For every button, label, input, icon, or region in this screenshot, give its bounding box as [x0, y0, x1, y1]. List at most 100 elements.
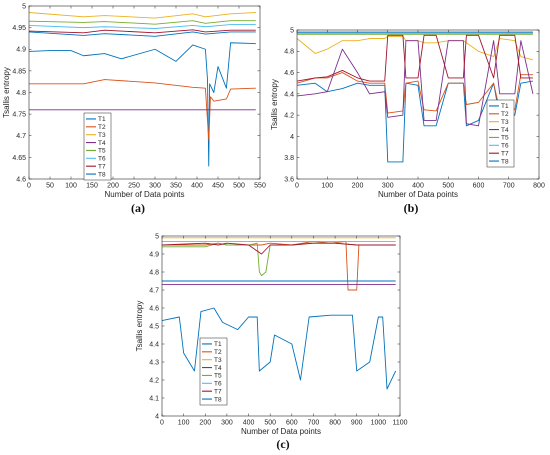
x-tick-label: 350	[170, 183, 182, 190]
series-line-t3	[297, 35, 534, 61]
series-line-t5	[29, 20, 256, 25]
y-tick-label: 4.9	[16, 47, 26, 54]
y-axis-label: Tsallis entropy	[135, 301, 144, 352]
series-line-t2	[297, 72, 533, 114]
y-tick-label: 4.5	[149, 323, 159, 330]
legend-box	[486, 99, 515, 168]
x-tick-label: 400	[191, 183, 203, 190]
legend-entry-t5: T5	[501, 135, 509, 142]
y-tick-label: 4.3	[149, 359, 159, 366]
legend-entry-t5: T5	[98, 148, 106, 155]
panel-c: 0 100 200 300 400 500 600 700 800 900 1000 1100 4 4.1…	[135, 233, 408, 451]
y-tick-label: 4.8	[149, 269, 159, 276]
y-tick-label: 4.6	[16, 176, 26, 183]
x-axis-label: Number of Data points	[241, 427, 321, 436]
x-tick-label: 600	[473, 183, 485, 190]
x-tick-label: 300	[149, 183, 161, 190]
y-axis-label: Tsallis entropy	[2, 67, 11, 118]
series-line-t4	[297, 40, 534, 127]
legend-entry-t7: T7	[214, 388, 222, 395]
y-tick-label: 3.8	[284, 155, 294, 162]
series-line-t6	[29, 24, 256, 29]
legend-entry-t1: T1	[98, 116, 106, 123]
x-tick-label: 0	[27, 183, 31, 190]
y-tick-label: 3.6	[284, 176, 294, 183]
series-line-t1	[29, 42, 256, 167]
x-tick-label: 50	[46, 183, 54, 190]
x-tick-label: 700	[308, 420, 320, 427]
x-tick-label: 1100	[392, 420, 407, 427]
legend-entry-t5: T5	[214, 373, 222, 380]
y-tick-label: 4.65	[12, 155, 26, 162]
x-tick-label: 500	[264, 420, 276, 427]
y-tick-label: 4.95	[12, 25, 26, 32]
series-group	[162, 237, 397, 390]
x-tick-label: 0	[160, 420, 164, 427]
y-tick-label: 4.7	[16, 133, 26, 140]
x-tick-label: 150	[86, 183, 98, 190]
x-tick-label: 100	[65, 183, 77, 190]
y-tick-label: 4.2	[149, 377, 159, 384]
legend-entry-t3: T3	[214, 357, 222, 364]
series-line-t2	[29, 79, 256, 141]
x-tick-label: 700	[503, 183, 515, 190]
x-tick-label: 200	[352, 183, 364, 190]
x-tick-label: 600	[286, 420, 298, 427]
x-tick-label: 200	[107, 183, 119, 190]
legend-entry-t8: T8	[501, 158, 509, 165]
legend-box	[83, 112, 112, 181]
x-tick-label: 450	[212, 183, 224, 190]
legend-entry-t7: T7	[501, 150, 509, 157]
y-tick-label: 4.6	[149, 305, 159, 312]
y-tick-label: 5	[290, 27, 294, 34]
x-tick-label: 800	[533, 183, 545, 190]
legend-entry-t2: T2	[501, 111, 509, 118]
legend-entry-t2: T2	[98, 124, 106, 131]
legend-entry-t3: T3	[501, 119, 509, 126]
x-tick-label: 300	[382, 183, 394, 190]
legend-entry-t4: T4	[214, 365, 222, 372]
y-tick-label: 5	[22, 3, 26, 10]
y-tick-label: 4.8	[16, 90, 26, 97]
legend-entry-t1: T1	[214, 341, 222, 348]
y-tick-label: 4	[155, 413, 159, 420]
x-tick-label: 500	[233, 183, 245, 190]
series-line-t7	[297, 34, 533, 82]
y-tick-label: 4.75	[12, 112, 26, 119]
y-tick-label: 4.7	[149, 287, 159, 294]
x-tick-label: 100	[321, 183, 333, 190]
x-tick-label: 100	[178, 420, 190, 427]
x-tick-label: 0	[295, 183, 299, 190]
x-tick-label: 400	[412, 183, 424, 190]
x-tick-label: 550	[254, 183, 266, 190]
y-axis-label: Tsallis entropy	[270, 79, 279, 130]
y-tick-label: 4.8	[284, 49, 294, 56]
legend-entry-t4: T4	[98, 140, 106, 147]
y-tick-label: 4.4	[284, 91, 294, 98]
legend-entry-t6: T6	[98, 156, 106, 163]
x-tick-label: 300	[221, 420, 233, 427]
x-tick-label: 200	[199, 420, 211, 427]
x-tick-label: 400	[243, 420, 255, 427]
x-tick-label: 250	[128, 183, 140, 190]
plot-area	[162, 236, 400, 416]
x-tick-label: 1000	[371, 420, 387, 427]
y-tick-label: 4.1	[149, 395, 159, 402]
x-axis-label: Number of Data points	[378, 190, 458, 199]
series-group	[297, 31, 534, 163]
series-line-t7	[162, 242, 396, 255]
panel-label: (a)	[131, 201, 145, 215]
x-tick-label: 500	[442, 183, 454, 190]
panel-label: (b)	[404, 201, 419, 215]
panel-a: 0 50 100 150 200 250 300 350 400 450 500 550 4.6 4.65…	[2, 3, 266, 215]
y-tick-label: 4.85	[12, 68, 26, 75]
legend-entry-t8: T8	[214, 396, 222, 403]
series-line-t7	[29, 29, 256, 34]
x-axis-label: Number of Data points	[104, 190, 184, 199]
legend-entry-t7: T7	[98, 163, 106, 170]
